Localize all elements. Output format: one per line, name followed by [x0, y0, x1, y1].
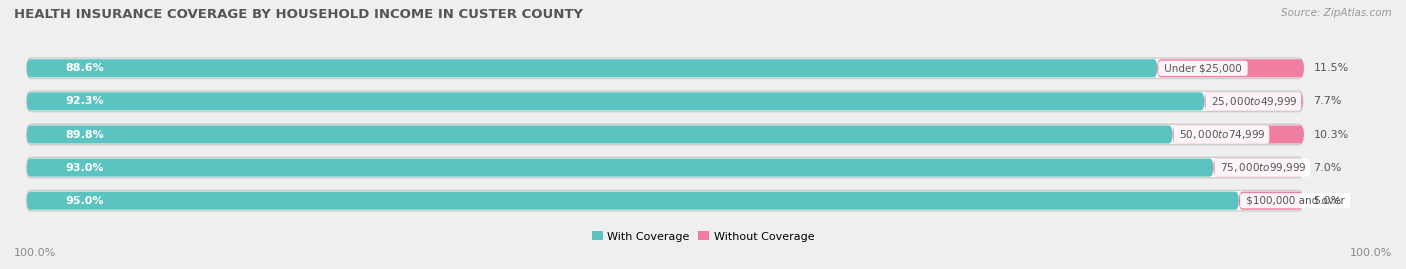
FancyBboxPatch shape — [27, 58, 1302, 79]
Text: Under $25,000: Under $25,000 — [1161, 63, 1246, 73]
FancyBboxPatch shape — [1239, 192, 1302, 210]
Text: $100,000 and over: $100,000 and over — [1243, 196, 1348, 206]
Legend: With Coverage, Without Coverage: With Coverage, Without Coverage — [588, 227, 818, 246]
FancyBboxPatch shape — [27, 124, 1302, 145]
Text: Source: ZipAtlas.com: Source: ZipAtlas.com — [1281, 8, 1392, 18]
Text: 11.5%: 11.5% — [1315, 63, 1350, 73]
FancyBboxPatch shape — [27, 158, 1213, 177]
FancyBboxPatch shape — [1173, 125, 1303, 144]
FancyBboxPatch shape — [27, 192, 1239, 210]
FancyBboxPatch shape — [1205, 92, 1302, 111]
Text: 5.0%: 5.0% — [1313, 196, 1341, 206]
Text: $50,000 to $74,999: $50,000 to $74,999 — [1177, 128, 1267, 141]
Text: 7.7%: 7.7% — [1313, 96, 1341, 107]
Text: 93.0%: 93.0% — [65, 162, 104, 173]
Text: 100.0%: 100.0% — [14, 248, 56, 258]
FancyBboxPatch shape — [27, 190, 1302, 211]
FancyBboxPatch shape — [1213, 158, 1302, 177]
FancyBboxPatch shape — [27, 125, 1173, 144]
Text: 10.3%: 10.3% — [1315, 129, 1350, 140]
FancyBboxPatch shape — [27, 59, 1157, 77]
Text: HEALTH INSURANCE COVERAGE BY HOUSEHOLD INCOME IN CUSTER COUNTY: HEALTH INSURANCE COVERAGE BY HOUSEHOLD I… — [14, 8, 583, 21]
FancyBboxPatch shape — [27, 92, 1205, 111]
Text: 92.3%: 92.3% — [65, 96, 104, 107]
Text: $75,000 to $99,999: $75,000 to $99,999 — [1218, 161, 1308, 174]
Text: 89.8%: 89.8% — [65, 129, 104, 140]
Text: 88.6%: 88.6% — [65, 63, 104, 73]
Text: 100.0%: 100.0% — [1350, 248, 1392, 258]
FancyBboxPatch shape — [1157, 59, 1303, 77]
Text: 7.0%: 7.0% — [1313, 162, 1341, 173]
Text: 95.0%: 95.0% — [65, 196, 104, 206]
FancyBboxPatch shape — [27, 157, 1302, 178]
Text: $25,000 to $49,999: $25,000 to $49,999 — [1208, 95, 1299, 108]
FancyBboxPatch shape — [27, 91, 1302, 112]
